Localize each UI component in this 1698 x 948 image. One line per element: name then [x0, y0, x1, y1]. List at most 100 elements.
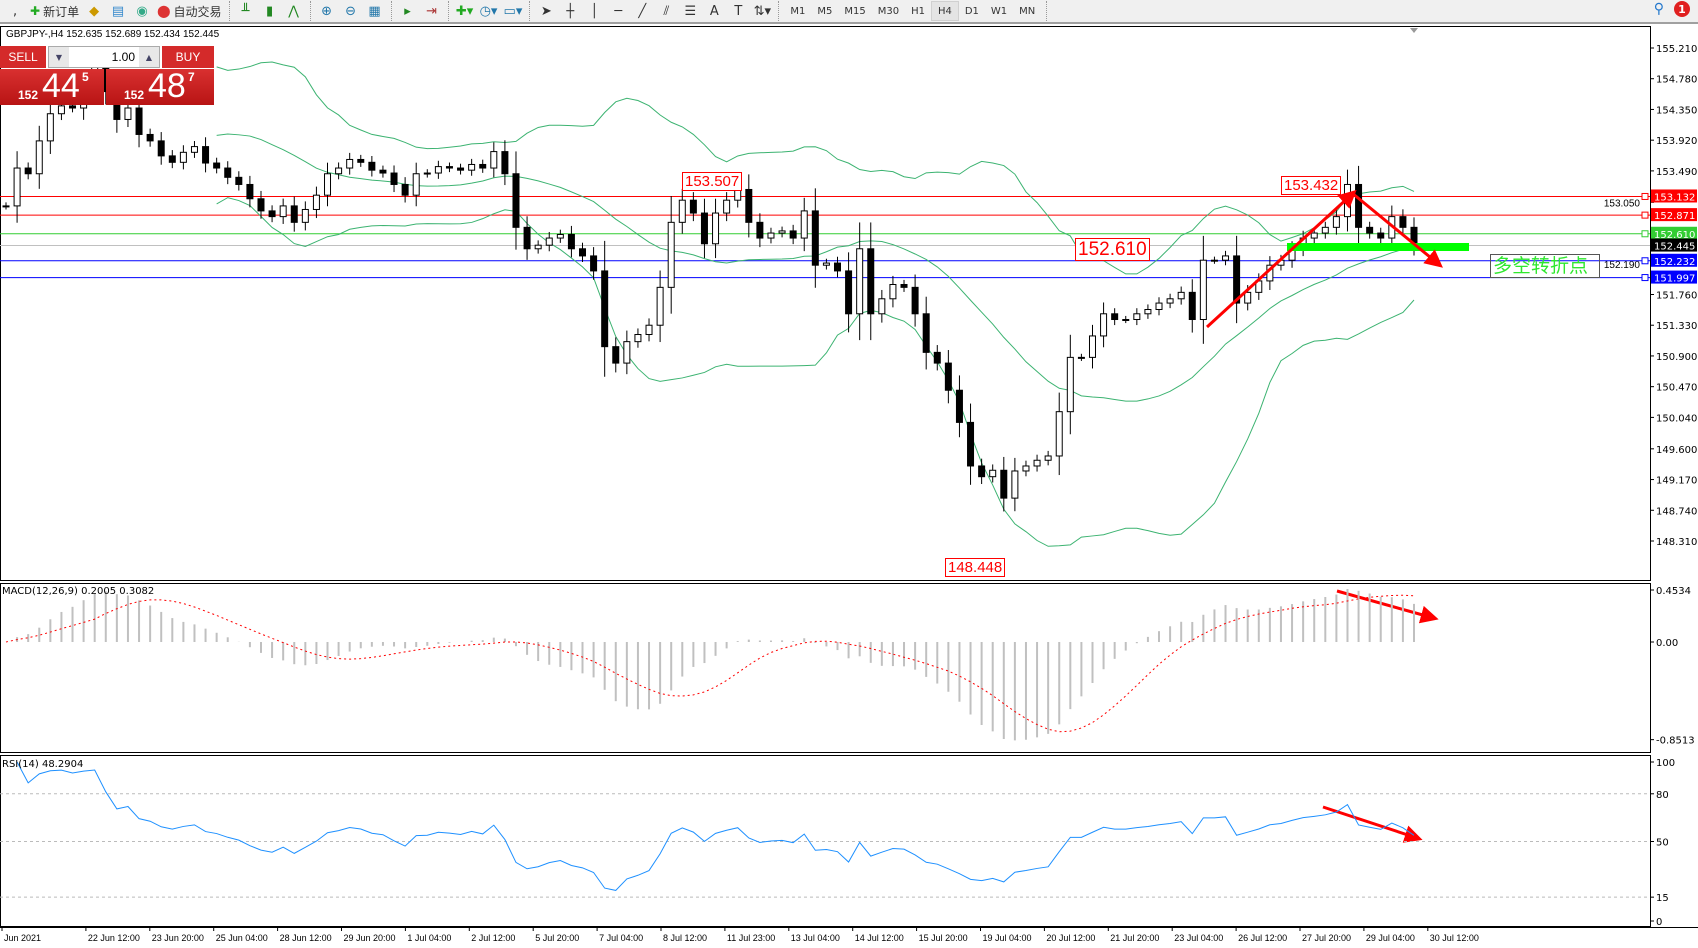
timeframe-m1[interactable]: M1: [790, 5, 806, 17]
zoom-in-icon[interactable]: ⊕: [321, 3, 332, 19]
dropdown-arrow-icon[interactable]: ‚: [12, 3, 18, 19]
x-tick-label: 14 Jul 12:00: [855, 933, 904, 943]
candle: [545, 237, 553, 246]
tile-windows-icon[interactable]: ▦: [368, 3, 381, 19]
chart-shift-icon[interactable]: ⇥: [426, 3, 437, 19]
bar-chart-icon[interactable]: ╨: [241, 3, 250, 19]
signals-icon[interactable]: ◉: [136, 3, 148, 19]
candle: [734, 188, 742, 201]
text-icon[interactable]: A: [709, 3, 719, 19]
price-tag: [1651, 189, 1697, 203]
timeframe-m30[interactable]: M30: [877, 5, 900, 17]
sell-price[interactable]: 152 44 5: [0, 67, 104, 105]
x-tick-label: 23 Jul 04:00: [1174, 933, 1223, 943]
lot-increase-icon[interactable]: ▲: [139, 47, 159, 67]
sell-button[interactable]: SELL: [0, 46, 46, 68]
new-order-button[interactable]: ✚ 新订单: [28, 1, 81, 21]
timeframe-mn[interactable]: MN: [1019, 5, 1036, 17]
cursor-icon[interactable]: ➤: [540, 3, 552, 19]
trendline-icon[interactable]: ╱: [638, 3, 647, 19]
candle: [13, 167, 21, 207]
chart-info: GBPJPY-,H4 152.635 152.689 152.434 152.4…: [6, 29, 220, 40]
candle: [800, 210, 808, 239]
candle: [202, 146, 210, 164]
candle: [889, 283, 897, 300]
pivot-text-label[interactable]: 多空转折点: [1490, 254, 1600, 278]
x-tick-label: 27 Jul 20:00: [1302, 933, 1351, 943]
candlestick-icon[interactable]: ▮: [265, 3, 274, 19]
bollinger-upper: [216, 61, 1415, 275]
pivot-bar: [1287, 243, 1469, 251]
navigator-icon[interactable]: ▤: [111, 3, 125, 19]
line-chart-icon[interactable]: ⋀: [288, 3, 299, 19]
market-watch-icon[interactable]: ◆: [89, 3, 100, 19]
x-tick-label: 23 Jun 20:00: [152, 933, 204, 943]
candle: [1355, 183, 1363, 228]
buy-price[interactable]: 152 48 7: [106, 67, 214, 105]
price-tag: [1651, 253, 1697, 267]
price-tag-label: 153.132: [1654, 192, 1695, 203]
text-label-icon[interactable]: T: [734, 3, 743, 19]
price-label-low[interactable]: 148.448: [945, 558, 1006, 577]
lot-decrease-icon[interactable]: ▼: [49, 47, 69, 67]
timeframe-m5[interactable]: M5: [817, 5, 833, 17]
trend-arrow: [1322, 805, 1423, 843]
buy-button[interactable]: BUY: [162, 46, 214, 68]
timeframe-h1[interactable]: H1: [911, 5, 925, 17]
y-tick-label: 155.210: [1656, 44, 1697, 55]
price-label-level[interactable]: 152.610: [1075, 238, 1150, 261]
lot-stepper: ▼ ▲: [48, 46, 160, 68]
candle: [955, 389, 963, 423]
candle: [867, 248, 875, 315]
candle: [379, 169, 387, 174]
candle: [700, 212, 708, 245]
periods-icon[interactable]: ◷▾: [479, 3, 498, 19]
candle: [357, 158, 365, 163]
candle: [989, 469, 997, 478]
candle: [1332, 216, 1340, 228]
price-label-high2[interactable]: 153.432: [1281, 176, 1342, 195]
templates-icon[interactable]: ▭▾: [503, 3, 523, 19]
fibonacci-icon[interactable]: ⫽: [663, 3, 670, 19]
crosshair-icon[interactable]: ┼: [566, 3, 575, 19]
candle: [634, 334, 642, 343]
candle: [767, 232, 775, 239]
candle: [1111, 313, 1119, 321]
x-tick-label: 21 Jul 20:00: [1110, 933, 1159, 943]
x-tick-label: Jun 2021: [4, 933, 41, 943]
line-handle: [1641, 274, 1649, 282]
zoom-out-icon[interactable]: ⊖: [345, 3, 356, 19]
candle: [368, 161, 376, 171]
candle: [312, 194, 320, 210]
chart-shift-marker-icon: [1410, 28, 1418, 33]
candle: [911, 286, 919, 315]
fibo-fan-icon[interactable]: ☰: [684, 3, 697, 19]
macd-label: MACD(12,26,9) 0.2005 0.3082: [2, 586, 154, 597]
timeframe-d1[interactable]: D1: [964, 5, 979, 17]
candle: [523, 226, 531, 250]
lot-input[interactable]: [69, 48, 139, 66]
candle: [623, 341, 631, 364]
search-icon[interactable]: ⚲: [1653, 1, 1664, 17]
price-label-high1[interactable]: 153.507: [682, 172, 743, 191]
arrows-icon[interactable]: ⇅▾: [753, 3, 772, 19]
indicators-icon[interactable]: ✚▾: [455, 3, 474, 19]
y-tick-label: 151.330: [1656, 321, 1697, 332]
autoscroll-icon[interactable]: ▸: [404, 3, 411, 19]
timeframe-m15[interactable]: M15: [844, 5, 866, 17]
candle: [1044, 455, 1052, 461]
vertical-line-icon[interactable]: │: [590, 3, 599, 19]
timeframe-h4[interactable]: H4: [930, 1, 959, 21]
bollinger-lower: [216, 197, 1415, 547]
auto-trading-button[interactable]: ⬤ 自动交易: [155, 1, 223, 21]
candle: [845, 270, 853, 315]
timeframe-w1[interactable]: W1: [990, 5, 1008, 17]
horizontal-line-icon[interactable]: ─: [614, 3, 623, 19]
separator: [228, 1, 230, 21]
notification-icon[interactable]: 1: [1674, 1, 1690, 17]
candle: [235, 176, 243, 185]
candle: [434, 166, 442, 174]
separator: [778, 1, 780, 21]
toolbar: ‚ ✚ 新订单 ◆ ▤ ◉ ⬤ 自动交易 ╨ ▮ ⋀ ⊕ ⊖ ▦ ▸ ⇥ ✚▾ ◷▾…: [0, 0, 1698, 24]
